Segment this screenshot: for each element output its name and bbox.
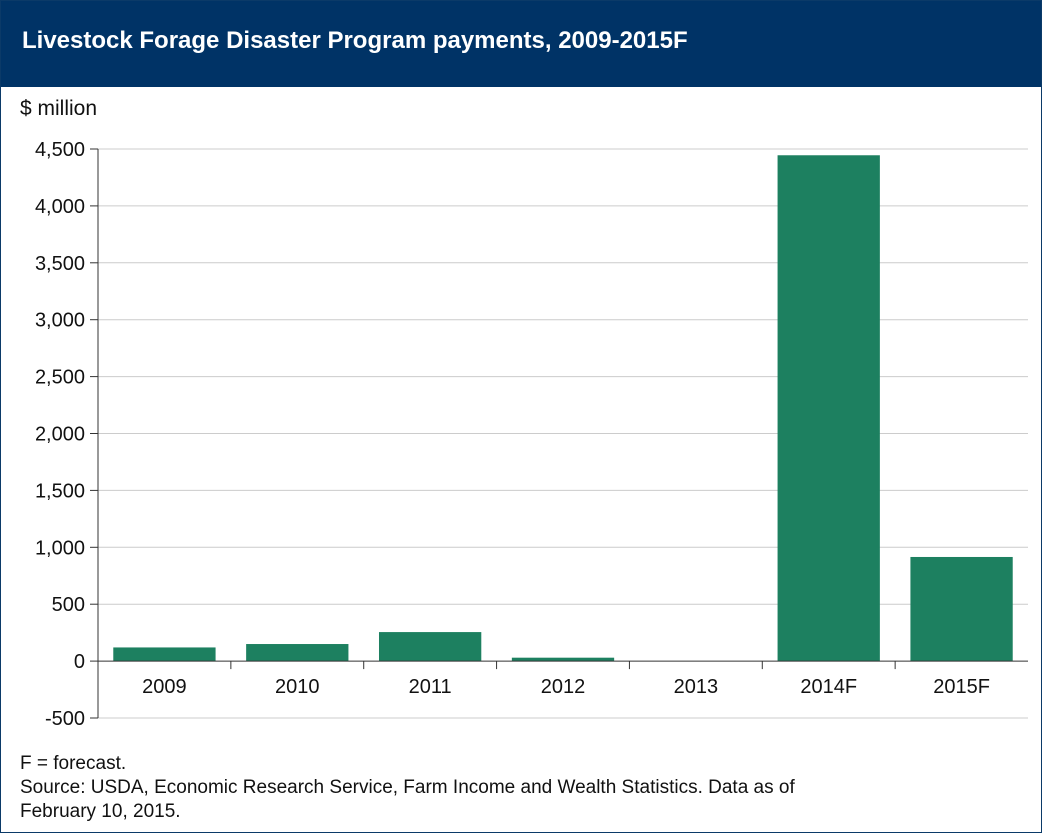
x-tick-label: 2013: [674, 676, 719, 698]
y-tick-label: -500: [45, 708, 85, 730]
y-tick-label: 0: [74, 651, 85, 673]
chart-title: Livestock Forage Disaster Program paymen…: [22, 27, 688, 54]
y-tick-label: 2,000: [35, 424, 85, 446]
bar-2014F: [777, 155, 880, 662]
y-tick-labels: -500 0 500 1,000 1,500 2,000 2,500 3,000 3,500 4,…: [35, 139, 85, 730]
x-tick-label: 2009: [142, 676, 187, 698]
bar-2011: [378, 632, 482, 662]
y-tick-label: 4,000: [35, 196, 85, 218]
bar-2015F: [910, 556, 1013, 662]
x-tick-label: 2012: [541, 676, 586, 698]
y-tick-label: 1,500: [35, 480, 85, 502]
y-axis-label: $ million: [20, 97, 98, 120]
y-tick-label: 500: [52, 594, 85, 616]
source-note-line1: Source: USDA, Economic Research Service,…: [20, 777, 795, 798]
y-tick-label: 3,000: [35, 310, 85, 332]
footnotes: F = forecast. Source: USDA, Economic Res…: [20, 752, 1020, 824]
x-tick-label: 2014F: [800, 676, 857, 698]
y-tick-label: 1,000: [35, 537, 85, 559]
axes: [90, 148, 1028, 719]
bar-2012: [511, 657, 615, 662]
title-bar: Livestock Forage Disaster Program paymen…: [1, 1, 1041, 87]
y-tick-label: 3,500: [35, 253, 85, 275]
bar-2010: [246, 644, 349, 662]
y-tick-label: 2,500: [35, 367, 85, 389]
x-tick-label: 2015F: [933, 676, 990, 698]
x-tick-label: 2011: [409, 676, 452, 698]
y-tick-label: 4,500: [35, 139, 85, 161]
source-note-line2: February 10, 2015.: [20, 801, 181, 822]
x-tick-label: 2010: [275, 676, 320, 698]
gridlines: [98, 148, 1028, 719]
x-tick-labels: 2009 2010 2011 2012 2013 2014F 2015F: [142, 676, 990, 698]
bar-2009: [113, 647, 216, 662]
forecast-note: F = forecast.: [20, 753, 127, 774]
bars: [113, 155, 1013, 662]
